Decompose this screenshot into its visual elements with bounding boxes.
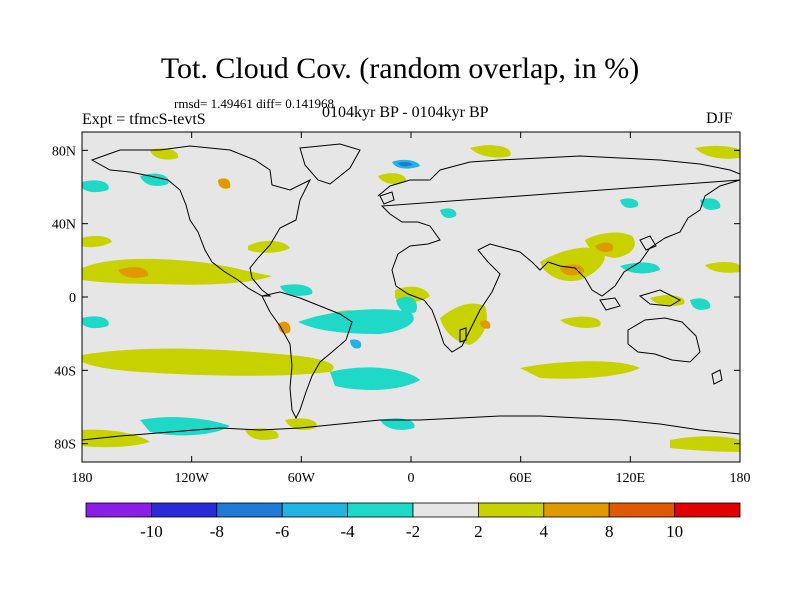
lat-tick-label: 40N [52,218,76,233]
colorbar-swatch [347,502,414,518]
longitude-axis: 180 120W 60W 0 60E 120E 180 [72,132,751,486]
plot-title: Tot. Cloud Cov. (random overlap, in %) [160,52,640,85]
lat-tick-label: 40S [54,364,76,379]
lon-tick-label: 60E [509,471,532,486]
lon-tick-label: 60W [288,471,316,486]
lat-tick-label: 80S [54,438,76,453]
colorbar-swatch [543,502,610,518]
colorbar-label: -4 [341,522,356,541]
experiment-label: Expt = tfmcS-tevtS [82,111,206,128]
coastlines [81,143,741,441]
colorbar-swatch [608,502,676,518]
colorbar-label: -8 [210,522,224,541]
colorbar: -10 -8 -6 -4 -2 2 4 8 10 [85,502,741,541]
lat-tick-label: 0 [69,291,76,306]
colorbar-label: -2 [406,522,420,541]
colorbar-swatch [674,502,741,518]
colorbar-label: 8 [605,522,614,541]
colorbar-label: -6 [275,522,289,541]
lat-tick-label: 80N [52,144,76,159]
colorbar-label: -10 [140,522,163,541]
colorbar-swatch [150,502,218,518]
latitude-axis: 80N 40N 0 40S 80S [52,144,740,453]
lon-tick-label: 120E [616,471,646,486]
colorbar-label: 2 [474,522,483,541]
stats-label: rmsd= 1.49461 diff= 0.141968 [174,96,334,111]
lon-tick-label: 0 [408,471,415,486]
lon-tick-label: 120W [175,471,210,486]
colorbar-swatch [85,502,152,518]
colorbar-label: 10 [666,522,683,541]
period-label: 0104kyr BP - 0104kyr BP [322,104,489,121]
colorbar-swatch [281,502,349,518]
colorbar-label: 4 [540,522,549,541]
lon-tick-label: 180 [72,471,93,486]
colorbar-swatch [216,502,283,518]
lon-tick-label: 180 [730,471,751,486]
season-label: DJF [706,110,733,127]
colorbar-swatch [477,502,545,518]
colorbar-swatch [412,502,479,518]
